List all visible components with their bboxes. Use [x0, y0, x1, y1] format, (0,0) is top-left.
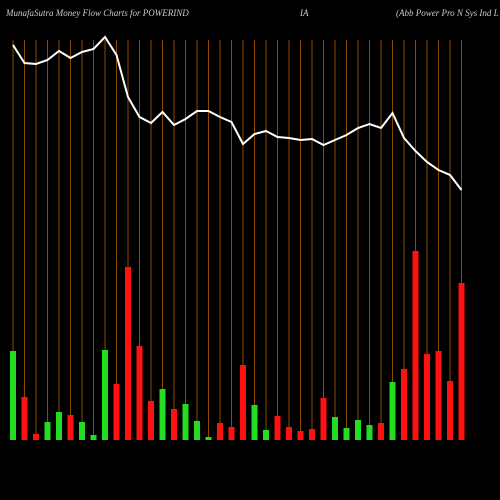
bar — [148, 401, 154, 440]
price-line — [12, 35, 463, 191]
chart-title-middle: IA — [299, 8, 309, 18]
bar — [182, 404, 189, 440]
bar — [424, 354, 430, 440]
bar — [332, 417, 338, 440]
bar — [401, 369, 407, 440]
chart-subtitle: (Abb Power Pro N Sys Ind L — [396, 8, 499, 18]
bar — [136, 346, 143, 440]
bar — [286, 427, 292, 440]
bar — [263, 430, 269, 440]
bar — [79, 422, 85, 440]
chart-title: MunafaSutra Money Flow Charts for POWERI… — [5, 8, 189, 18]
bar — [355, 420, 361, 440]
bar — [343, 428, 350, 440]
bar — [125, 267, 131, 440]
bar — [21, 397, 28, 440]
bar — [366, 425, 373, 440]
bar — [44, 422, 51, 440]
bar — [309, 429, 315, 440]
bar — [205, 437, 212, 440]
bar — [159, 389, 166, 440]
bar — [113, 384, 120, 440]
bar — [240, 365, 246, 440]
bar — [228, 427, 235, 440]
bar — [10, 351, 16, 440]
bar — [33, 434, 39, 440]
bar — [194, 421, 200, 440]
bar — [171, 409, 177, 440]
bar — [56, 412, 62, 440]
bar — [458, 283, 465, 440]
bar — [274, 416, 281, 440]
bar — [378, 423, 384, 440]
bar — [412, 251, 419, 440]
bar — [389, 382, 396, 440]
bar — [251, 405, 258, 440]
bar — [447, 381, 453, 440]
bar — [67, 415, 74, 440]
bar — [217, 423, 223, 440]
bar — [102, 350, 108, 440]
bar — [320, 398, 327, 440]
bar — [90, 435, 97, 440]
bar — [297, 431, 304, 440]
bar — [435, 351, 442, 440]
